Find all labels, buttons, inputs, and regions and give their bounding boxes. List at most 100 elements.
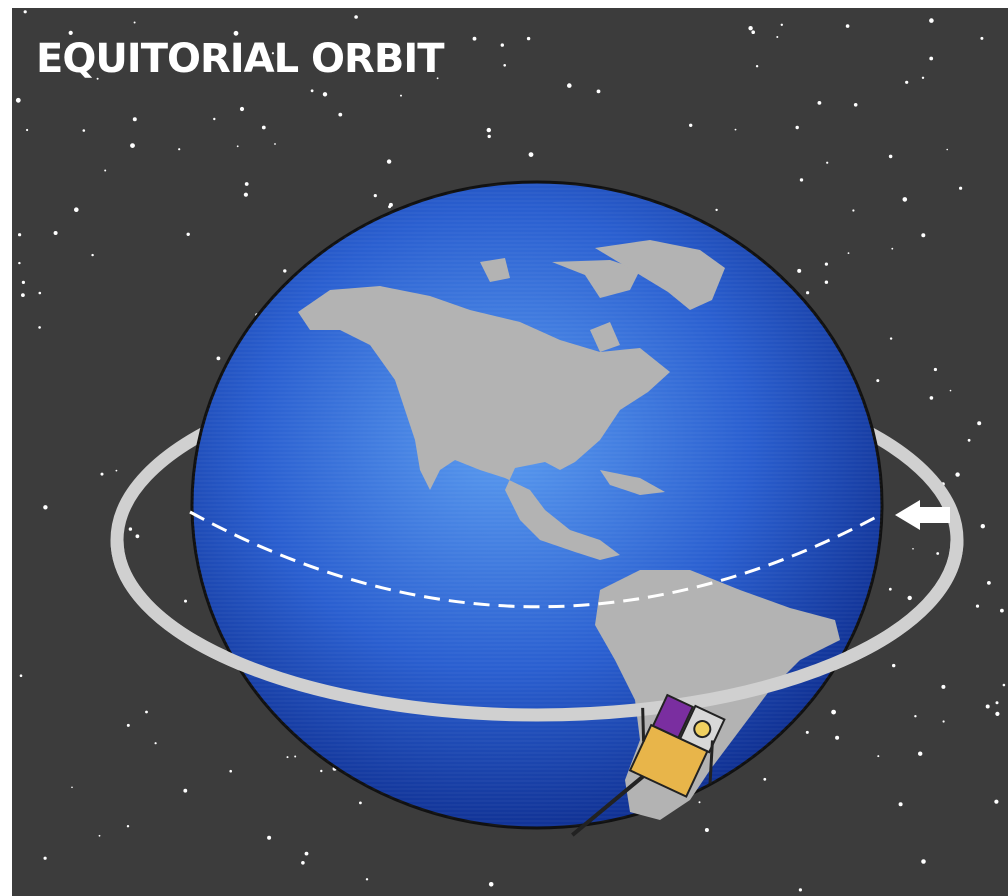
star [1003,684,1006,687]
star [183,789,187,793]
star [130,143,135,148]
star [959,187,962,190]
star [715,209,717,211]
star [941,685,945,689]
star [567,83,572,88]
star [914,715,916,717]
star [487,128,491,132]
star [889,155,893,159]
star [918,752,922,756]
star [981,524,985,528]
star [908,596,912,600]
star [74,207,79,212]
star [234,31,239,36]
star [976,605,979,608]
star [891,248,893,250]
star [934,368,937,371]
star [283,269,286,272]
star [127,825,129,827]
star [912,548,914,550]
star [946,149,948,151]
star [129,527,132,530]
star [245,182,249,186]
star [18,262,20,264]
star [831,710,836,715]
star [689,124,692,127]
star [929,57,933,61]
star [699,801,701,803]
star [24,10,27,13]
star [359,802,362,805]
star [748,26,752,30]
star [825,263,828,266]
star [890,337,892,339]
star [921,233,925,237]
star [136,534,140,538]
star [995,712,999,716]
star [929,18,934,23]
star [145,711,148,714]
star [763,778,766,781]
star [237,145,239,147]
star [501,43,504,46]
star [825,281,828,284]
star [91,254,93,256]
star [877,755,879,757]
star [104,170,106,172]
star [986,705,990,709]
star [101,473,104,476]
star [903,197,908,202]
star [305,852,309,856]
star [955,472,959,476]
star [20,674,23,677]
star [876,379,879,382]
star [187,233,190,236]
star [705,828,709,832]
star [806,291,809,294]
star [338,113,342,117]
star [374,194,377,197]
star [597,90,601,94]
star [26,129,28,131]
star [287,756,289,758]
star [489,882,494,887]
star [133,117,137,121]
star [311,89,314,92]
star [797,269,801,273]
illustration: EQUITORIAL ORBIT [0,0,1008,896]
star [16,98,21,103]
star [127,724,130,727]
star [921,859,926,864]
star [806,731,809,734]
star [473,37,477,41]
star [217,357,221,361]
star [996,701,999,704]
star [71,787,73,789]
star [994,800,998,804]
star [930,396,934,400]
star [39,292,42,295]
star [262,126,266,130]
star [320,770,322,772]
star [987,581,991,585]
star [781,24,783,26]
star [18,233,21,236]
star [301,861,305,865]
star [799,888,802,891]
star [229,770,232,773]
star [116,470,118,472]
star [244,193,248,197]
star [756,65,758,67]
star [184,600,187,603]
star [366,878,368,880]
star [852,209,854,211]
star [240,107,244,111]
star [980,37,983,40]
star [943,720,945,722]
star [835,736,839,740]
star [977,421,981,425]
star [905,81,908,84]
star [889,588,892,591]
star [323,92,327,96]
star [22,281,25,284]
